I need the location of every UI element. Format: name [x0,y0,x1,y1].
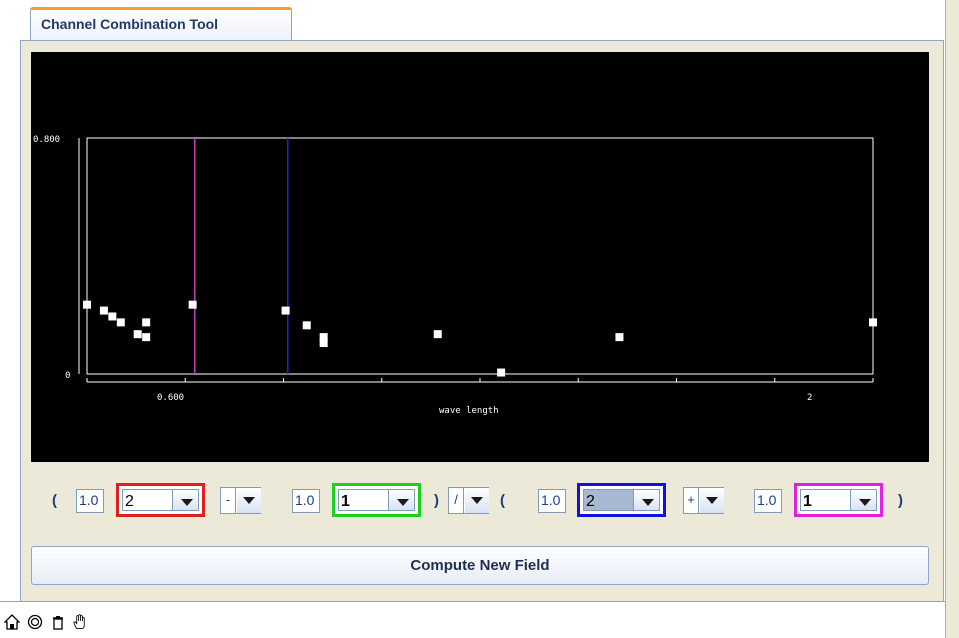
channel-a-select[interactable]: 2 [116,483,205,517]
formula-row: ( 1.0 2 - 1.0 1 ) / ( 1.0 2 + 1.0 1 ) [0,478,945,524]
channel-d-value: 1 [800,489,850,511]
chevron-down-icon[interactable] [633,489,660,511]
channel-b-value: 1 [338,489,388,511]
data-point [319,339,328,348]
plot-frame [86,137,874,375]
channel-b-select[interactable]: 1 [332,483,421,517]
data-point [99,306,108,315]
tab-channel-combination-tool[interactable]: Channel Combination Tool [30,7,292,41]
data-point [133,330,142,339]
channel-c-value: 2 [583,489,633,511]
open-paren-1: ( [52,492,57,509]
channel-d-select[interactable]: 1 [794,483,883,517]
data-point [142,333,151,342]
data-point [108,312,117,321]
hand-icon[interactable] [72,614,89,631]
y-tick-label-top: 0.800 [33,135,60,145]
coef-b-field[interactable]: 1.0 [292,489,320,513]
channel-c-select[interactable]: 2 [577,483,666,517]
x-axis-label: wave length [439,406,499,416]
chevron-down-icon[interactable] [850,489,877,511]
coef-c-field[interactable]: 1.0 [538,489,566,513]
trash-icon[interactable] [49,614,66,631]
window-edge [945,0,959,638]
data-point [302,321,311,330]
home-icon[interactable] [3,614,20,631]
operator-2-select[interactable]: / [448,487,489,514]
data-point [497,368,506,377]
operator-1-value: - [221,488,236,513]
close-paren-2: ) [898,492,903,509]
operator-3-select[interactable]: + [683,487,724,514]
coef-d-field[interactable]: 1.0 [754,489,782,513]
x-tick-label-right: 2 [807,393,812,403]
coef-a-field[interactable]: 1.0 [76,489,104,513]
data-point [319,333,328,342]
data-point [615,333,624,342]
spectrum-chart: 0.800 0 0.600 2 wave length [33,135,877,416]
chevron-down-icon[interactable] [465,488,489,513]
operator-3-value: + [684,488,699,513]
data-point [281,306,290,315]
open-paren-2: ( [500,492,505,509]
bottom-toolbar [3,611,89,633]
x-tick-label-left: 0.600 [157,393,184,403]
chevron-down-icon[interactable] [172,489,199,511]
data-point [433,330,442,339]
data-point [142,318,151,327]
compute-new-field-button[interactable]: Compute New Field [31,546,929,585]
data-point [869,318,877,327]
channel-a-value: 2 [122,489,172,511]
close-paren-1: ) [434,492,439,509]
y-tick-label-bottom: 0 [65,371,70,381]
status-divider [0,601,945,602]
data-point [116,318,125,327]
chevron-down-icon[interactable] [237,488,261,513]
spectrum-plot[interactable]: 0.800 0 0.600 2 wave length [31,52,929,462]
data-point [188,300,197,309]
reset-icon[interactable] [26,614,43,631]
chevron-down-icon[interactable] [700,488,724,513]
operator-2-value: / [449,488,464,513]
data-point [83,300,91,309]
operator-1-select[interactable]: - [220,487,261,514]
chevron-down-icon[interactable] [388,489,415,511]
